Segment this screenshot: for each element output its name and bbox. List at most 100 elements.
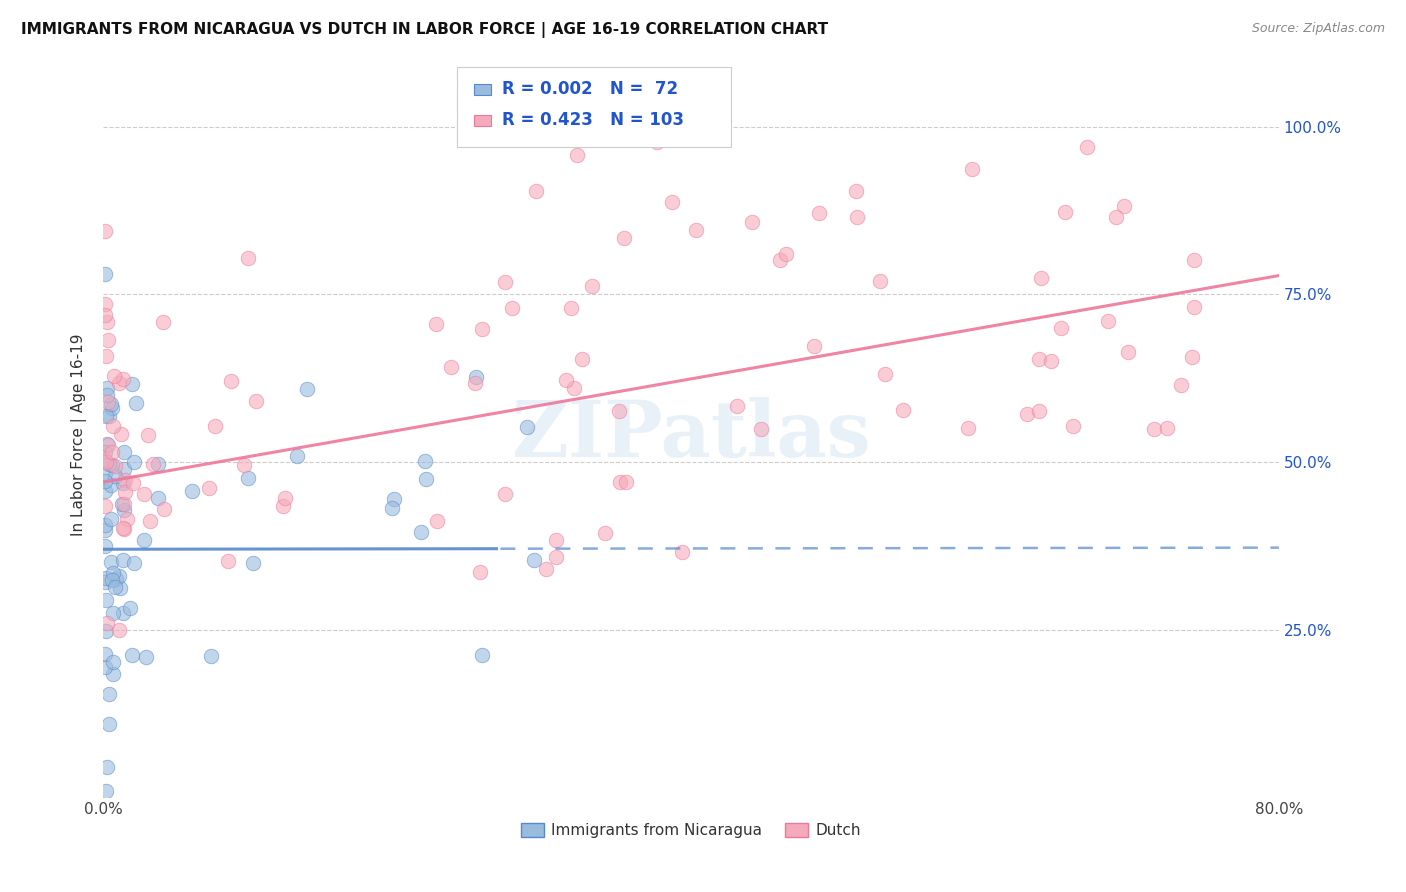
Point xyxy=(741,215,763,229)
Y-axis label: In Labor Force | Age 16-19: In Labor Force | Age 16-19 xyxy=(72,334,87,536)
Point xyxy=(1182,300,1205,314)
Point xyxy=(685,223,707,237)
Point xyxy=(1156,421,1178,435)
Point xyxy=(107,376,129,390)
Point xyxy=(112,497,135,511)
Point xyxy=(115,512,138,526)
Point xyxy=(382,491,405,506)
Point xyxy=(295,382,318,396)
Point xyxy=(554,372,576,386)
Point xyxy=(101,401,124,415)
Point xyxy=(107,623,129,637)
Point xyxy=(725,399,748,413)
Point xyxy=(471,648,494,662)
Point xyxy=(515,420,537,434)
Point xyxy=(111,498,134,512)
Point xyxy=(98,717,121,731)
Point xyxy=(413,454,436,468)
Point xyxy=(1028,404,1050,418)
Point xyxy=(100,555,122,569)
Point xyxy=(93,453,115,467)
Point xyxy=(114,473,136,487)
Point xyxy=(200,648,222,663)
Point xyxy=(152,315,174,329)
Point xyxy=(96,349,118,363)
Point xyxy=(101,444,124,458)
Point xyxy=(152,502,174,516)
Text: IMMIGRANTS FROM NICARAGUA VS DUTCH IN LABOR FORCE | AGE 16-19 CORRELATION CHART: IMMIGRANTS FROM NICARAGUA VS DUTCH IN LA… xyxy=(21,22,828,38)
Point xyxy=(749,422,772,436)
Point xyxy=(93,224,115,238)
Point xyxy=(645,135,668,149)
Point xyxy=(775,247,797,261)
Point xyxy=(236,252,259,266)
Point xyxy=(112,462,135,476)
Point xyxy=(470,565,492,579)
Point xyxy=(217,554,239,568)
Point xyxy=(105,572,128,586)
Point xyxy=(425,317,447,331)
Point xyxy=(534,562,557,576)
Point xyxy=(875,368,897,382)
Point xyxy=(98,409,121,423)
Point xyxy=(122,476,145,491)
Point xyxy=(97,395,120,409)
Point xyxy=(94,592,117,607)
Point xyxy=(245,393,267,408)
Point xyxy=(103,368,125,383)
Point xyxy=(112,503,135,517)
Point xyxy=(1076,139,1098,153)
Point xyxy=(957,420,980,434)
Point xyxy=(96,315,118,329)
Point xyxy=(236,471,259,485)
Point xyxy=(1112,199,1135,213)
Point xyxy=(381,501,404,516)
Point xyxy=(97,438,120,452)
Point xyxy=(415,472,437,486)
Point xyxy=(869,275,891,289)
Point xyxy=(100,478,122,492)
Point xyxy=(204,419,226,434)
Point xyxy=(616,475,638,490)
Point xyxy=(524,185,547,199)
Text: R = 0.002   N =  72: R = 0.002 N = 72 xyxy=(502,80,678,98)
Point xyxy=(242,556,264,570)
Point xyxy=(607,404,630,418)
Point xyxy=(100,512,122,526)
Point xyxy=(148,491,170,505)
Point xyxy=(104,459,127,474)
Point xyxy=(560,301,582,315)
Point xyxy=(97,333,120,347)
Point xyxy=(111,371,134,385)
Text: Source: ZipAtlas.com: Source: ZipAtlas.com xyxy=(1251,22,1385,36)
Point xyxy=(93,474,115,488)
Point xyxy=(93,647,115,661)
Point xyxy=(121,648,143,662)
Point xyxy=(1182,252,1205,267)
Point xyxy=(523,553,546,567)
Point xyxy=(146,457,169,471)
Point xyxy=(845,184,868,198)
Point xyxy=(661,195,683,210)
Point xyxy=(232,458,254,473)
Point xyxy=(111,606,134,620)
Point xyxy=(94,660,117,674)
Point xyxy=(1143,422,1166,436)
Point xyxy=(93,524,115,538)
Point xyxy=(110,427,132,442)
Point xyxy=(1039,353,1062,368)
Point xyxy=(426,515,449,529)
Point xyxy=(142,457,165,471)
Point xyxy=(409,525,432,540)
Point xyxy=(138,515,160,529)
Point xyxy=(114,484,136,499)
Point xyxy=(93,539,115,553)
Point xyxy=(1116,345,1139,359)
Point xyxy=(1054,205,1077,219)
Point xyxy=(111,553,134,567)
Point xyxy=(1181,350,1204,364)
Point xyxy=(671,545,693,559)
Point xyxy=(463,376,485,391)
Point xyxy=(97,687,120,701)
Point xyxy=(101,656,124,670)
